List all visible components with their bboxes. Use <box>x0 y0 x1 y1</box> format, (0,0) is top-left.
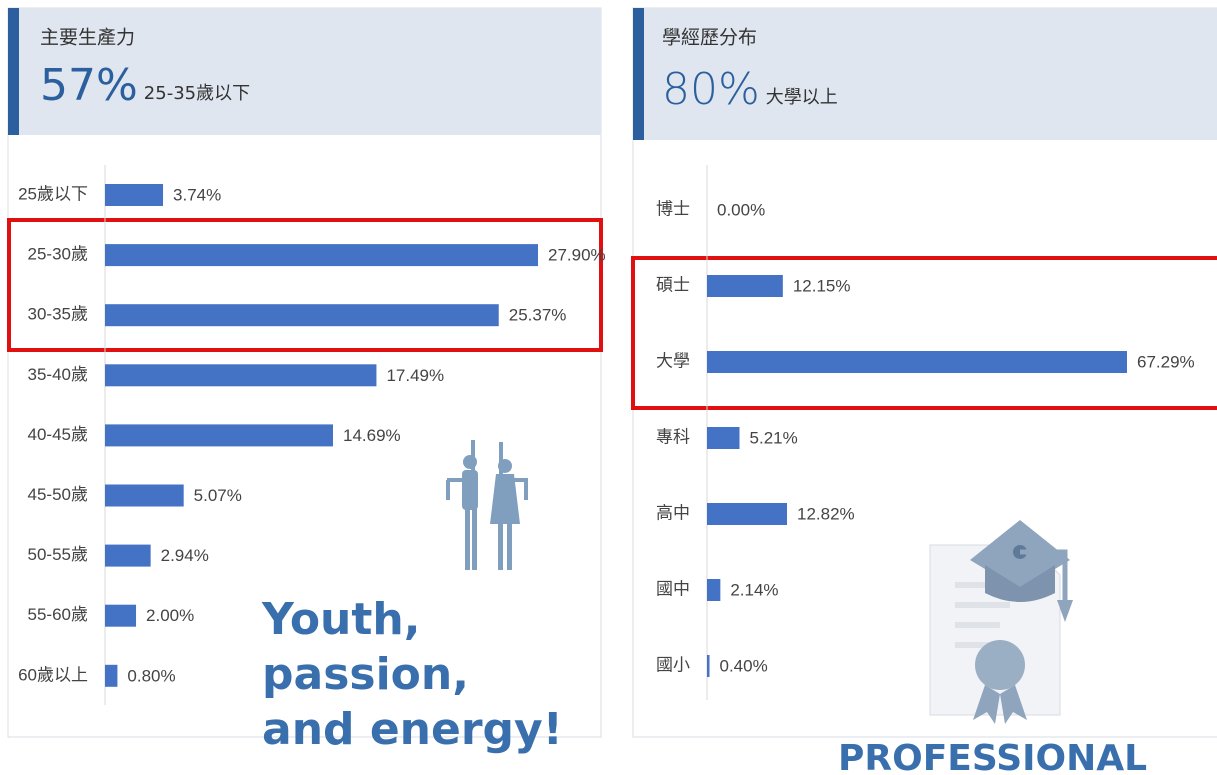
header-accent <box>8 8 19 135</box>
value-label: 0.00% <box>717 200 765 219</box>
header-accent <box>633 8 644 140</box>
value-label: 17.49% <box>386 366 444 385</box>
bar <box>105 184 163 206</box>
category-label: 55-60歲 <box>28 605 88 624</box>
bar <box>105 364 376 386</box>
value-label: 2.14% <box>730 580 778 599</box>
certificate-icon <box>930 520 1073 724</box>
value-label: 3.74% <box>173 185 221 204</box>
subtitle: 大學以上 <box>766 87 838 108</box>
value-label: 12.15% <box>793 276 851 295</box>
highlight: 80% <box>662 64 760 115</box>
chart-title: 主要生產力 <box>40 27 135 49</box>
category-label: 30-35歲 <box>28 305 88 324</box>
value-label: 2.00% <box>146 606 194 625</box>
subtitle: 25-35歲以下 <box>144 83 250 104</box>
annotation: Youth, <box>261 594 420 645</box>
value-label: 14.69% <box>343 426 401 445</box>
category-label: 碩士 <box>656 275 690 294</box>
page: 主要生產力 57% 25-35歲以下 25歲以下 3.74% 25-30歲 27.90% 30… <box>0 0 1217 775</box>
annotation: PROFESSIONAL <box>838 738 1147 775</box>
bar <box>707 275 783 297</box>
value-label: 27.90% <box>548 246 606 265</box>
annotation: passion, <box>262 649 469 700</box>
value-label: 25.37% <box>509 306 567 325</box>
category-label: 40-45歲 <box>28 425 88 444</box>
bar <box>105 665 117 687</box>
bar <box>105 304 499 326</box>
value-label: 67.29% <box>1137 352 1195 371</box>
category-label: 50-55歲 <box>28 545 88 564</box>
category-label: 25歲以下 <box>18 184 88 203</box>
bar <box>707 655 709 677</box>
category-label: 35-40歲 <box>28 365 88 384</box>
category-label: 大學 <box>656 351 690 370</box>
value-label: 5.07% <box>194 486 242 505</box>
category-label: 國小 <box>656 655 690 674</box>
category-label: 25-30歲 <box>28 245 88 264</box>
bar <box>105 244 538 266</box>
highlight: 57% <box>40 60 138 111</box>
category-label: 45-50歲 <box>28 485 88 504</box>
bar <box>707 503 787 525</box>
value-label: 0.80% <box>127 666 175 685</box>
bar <box>105 424 333 446</box>
category-label: 高中 <box>656 503 690 522</box>
value-label: 12.82% <box>797 504 855 523</box>
bar <box>105 545 151 567</box>
bar <box>105 605 136 627</box>
bar <box>105 485 184 507</box>
chart-title: 學經歷分布 <box>662 27 757 49</box>
bar <box>707 579 720 601</box>
bar <box>707 427 740 449</box>
value-label: 5.21% <box>750 428 798 447</box>
value-label: 2.94% <box>161 546 209 565</box>
annotation: and energy! <box>262 704 563 755</box>
category-label: 博士 <box>656 199 690 218</box>
category-label: 60歲以上 <box>18 665 88 684</box>
category-label: 專科 <box>656 427 690 446</box>
bar <box>707 351 1127 373</box>
category-label: 國中 <box>656 579 690 598</box>
value-label: 0.40% <box>719 656 767 675</box>
